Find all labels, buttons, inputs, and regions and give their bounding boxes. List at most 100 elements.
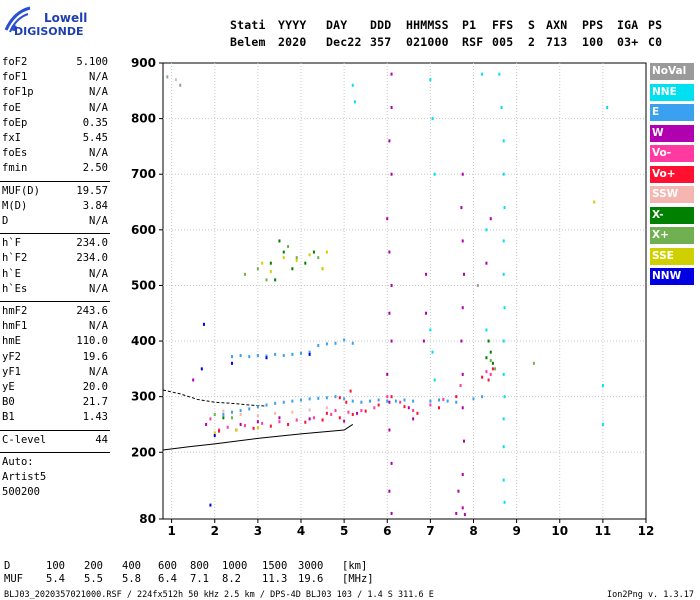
virtual-height-trace bbox=[162, 424, 354, 451]
param-value: 234.0 bbox=[76, 252, 108, 265]
echo-point-w bbox=[461, 172, 464, 176]
echo-point-w bbox=[463, 439, 466, 443]
echo-point-vo- bbox=[243, 424, 246, 428]
param-value: 3.84 bbox=[82, 199, 108, 212]
echo-point-e bbox=[343, 338, 346, 342]
echo-point-e bbox=[472, 397, 475, 401]
echo-point-e bbox=[334, 341, 337, 345]
echo-point-vo- bbox=[390, 395, 393, 399]
header-field: PS bbox=[648, 18, 663, 32]
echo-point-w bbox=[461, 372, 464, 376]
echo-point-nne bbox=[431, 350, 434, 354]
x-tick-label: 6 bbox=[383, 524, 391, 538]
header-field: AXN bbox=[546, 18, 568, 32]
param-label: foE bbox=[2, 101, 21, 114]
param-label: foEs bbox=[2, 147, 28, 160]
x-tick-label: 12 bbox=[638, 524, 655, 538]
echo-point-w bbox=[388, 139, 391, 143]
echo-point-vo- bbox=[345, 400, 348, 404]
echo-point-nne bbox=[502, 172, 505, 176]
echo-point-nnw bbox=[202, 322, 205, 326]
echo-point-w bbox=[463, 513, 466, 517]
echo-point-noval bbox=[166, 75, 169, 79]
param-row: B0 21.7 bbox=[2, 396, 108, 410]
echo-point-ssw bbox=[308, 408, 311, 412]
param-row: h`E N/A bbox=[2, 268, 108, 282]
echo-point-sse bbox=[593, 200, 596, 204]
echo-point-e bbox=[446, 399, 449, 403]
header-field: YYYY bbox=[278, 18, 307, 32]
echo-point-sse bbox=[269, 270, 272, 274]
param-label: h`F bbox=[2, 237, 21, 250]
echo-point-sse bbox=[261, 261, 264, 265]
echo-point-vo- bbox=[364, 409, 367, 413]
echo-point-e bbox=[282, 400, 285, 404]
echo-point-vo- bbox=[399, 400, 402, 404]
echo-point-ssw bbox=[222, 409, 225, 413]
param-value: 243.6 bbox=[76, 305, 108, 317]
muf-cell: [MHz] bbox=[342, 573, 374, 585]
param-label: hmF1 bbox=[2, 320, 28, 333]
param-value: N/A bbox=[89, 320, 108, 333]
param-value: 21.7 bbox=[82, 396, 108, 409]
echo-point-nne bbox=[503, 395, 506, 399]
echo-point-e bbox=[325, 396, 328, 400]
muf-cell: 5.8 bbox=[122, 573, 141, 585]
echo-point-vo- bbox=[209, 417, 212, 421]
echo-point-e bbox=[317, 396, 320, 400]
param-row: h`F 234.0 bbox=[2, 237, 108, 251]
muf-cell: 3000 bbox=[298, 560, 324, 572]
echo-point-ssw bbox=[239, 412, 242, 416]
param-value: 110.0 bbox=[76, 335, 108, 348]
param-label: h`Es bbox=[2, 282, 28, 295]
echo-point-vo- bbox=[349, 389, 352, 393]
y-tick-label: 80 bbox=[139, 512, 156, 526]
echo-point-w bbox=[278, 416, 281, 420]
x-tick-label: 7 bbox=[426, 524, 434, 538]
echo-point-e bbox=[481, 395, 484, 399]
echo-point-w bbox=[205, 422, 208, 426]
echo-point-w bbox=[388, 400, 391, 404]
echo-point-e bbox=[300, 351, 302, 355]
muf-cell: 5.4 bbox=[46, 573, 65, 585]
x-tick-label: 4 bbox=[297, 524, 305, 538]
echo-point-vo- bbox=[489, 372, 492, 376]
echo-point-vo- bbox=[403, 405, 406, 409]
param-label: hmF2 bbox=[2, 305, 28, 317]
echo-point-nne bbox=[502, 272, 505, 276]
echo-point-x- bbox=[222, 416, 225, 420]
param-label: h`E bbox=[2, 267, 21, 280]
echo-point-w bbox=[388, 489, 391, 493]
echo-point-nne bbox=[351, 83, 354, 87]
divider bbox=[0, 451, 110, 453]
echo-point-nne bbox=[601, 384, 604, 388]
legend-item: E bbox=[650, 104, 694, 121]
echo-point-sse bbox=[282, 256, 285, 260]
param-value: N/A bbox=[89, 147, 108, 160]
echo-point-x- bbox=[532, 361, 535, 365]
param-label: h`F2 bbox=[2, 252, 28, 265]
header-field: RSF bbox=[462, 35, 484, 49]
echo-point-e bbox=[291, 352, 294, 356]
echo-point-w bbox=[343, 419, 346, 423]
echo-point-w bbox=[192, 378, 195, 382]
echo-point-w bbox=[422, 339, 425, 343]
param-value: 234.0 bbox=[76, 237, 108, 250]
echo-point-x- bbox=[487, 339, 490, 343]
echo-point-vo- bbox=[261, 421, 264, 425]
echo-point-w bbox=[388, 250, 391, 254]
echo-point-nne bbox=[481, 72, 484, 76]
param-label: D bbox=[2, 215, 9, 227]
echo-point-e bbox=[291, 399, 294, 403]
echo-point-sse bbox=[325, 250, 328, 254]
muf-cell: [km] bbox=[342, 560, 368, 572]
echo-point-w bbox=[390, 283, 393, 287]
echo-point-vo- bbox=[295, 418, 298, 422]
echo-point-e bbox=[256, 405, 259, 409]
echo-point-nne bbox=[503, 206, 506, 210]
echo-point-e bbox=[282, 354, 285, 358]
echo-point-e bbox=[265, 354, 268, 358]
echo-point-vo- bbox=[429, 403, 432, 407]
muf-cell: 1000 bbox=[222, 560, 248, 572]
logo-line2: DIGISONDE bbox=[14, 25, 84, 38]
